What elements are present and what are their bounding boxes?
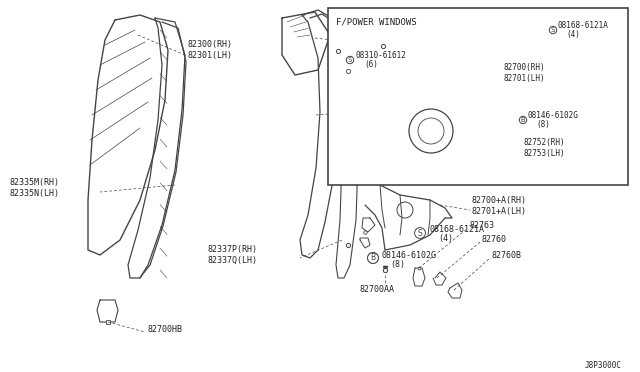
Text: 08146-6102G: 08146-6102G [528,112,579,121]
Text: (6): (6) [364,60,378,68]
Text: 08168-6121A: 08168-6121A [430,225,485,234]
Text: 82752(RH)
82753(LH): 82752(RH) 82753(LH) [523,138,564,158]
Text: 82700H: 82700H [392,141,422,151]
Text: (8): (8) [390,260,405,269]
Text: 82337P(RH)
82337Q(LH): 82337P(RH) 82337Q(LH) [208,245,258,265]
Text: (4): (4) [438,234,453,243]
Text: 82700HB: 82700HB [147,326,182,334]
Text: S: S [418,228,422,237]
Text: (4): (4) [566,29,580,38]
Text: 82255(RH)
82256(LH): 82255(RH) 82256(LH) [352,28,397,48]
Text: 08168-6121A: 08168-6121A [558,22,609,31]
Text: 82300(RH)
82301(LH): 82300(RH) 82301(LH) [187,40,232,60]
Text: 82700(RH)
82701(LH): 82700(RH) 82701(LH) [503,63,545,83]
Text: B: B [520,117,525,123]
Text: 82763: 82763 [470,221,495,230]
Text: 08146-6102G: 08146-6102G [382,251,437,260]
Text: S: S [348,57,352,63]
Text: B: B [371,253,376,263]
Text: 82760: 82760 [482,235,507,244]
Text: 82700+A(RH)
82701+A(LH): 82700+A(RH) 82701+A(LH) [472,196,527,216]
Text: 82335M(RH)
82335N(LH): 82335M(RH) 82335N(LH) [10,178,60,198]
Bar [328,8,628,185]
Text: 08310-61612: 08310-61612 [356,51,407,61]
Text: J8P3000C: J8P3000C [585,360,622,369]
Text: (8): (8) [536,119,550,128]
Text: 82241(RH)
82242(LH): 82241(RH) 82242(LH) [357,98,402,118]
Text: F/POWER WINDOWS: F/POWER WINDOWS [336,17,417,26]
Text: 82700AA: 82700AA [360,285,395,295]
Text: S: S [551,27,555,33]
Text: 82220(RH)
82221(LH): 82220(RH) 82221(LH) [372,156,417,176]
Text: 82760B: 82760B [492,251,522,260]
Text: B: B [371,253,376,263]
